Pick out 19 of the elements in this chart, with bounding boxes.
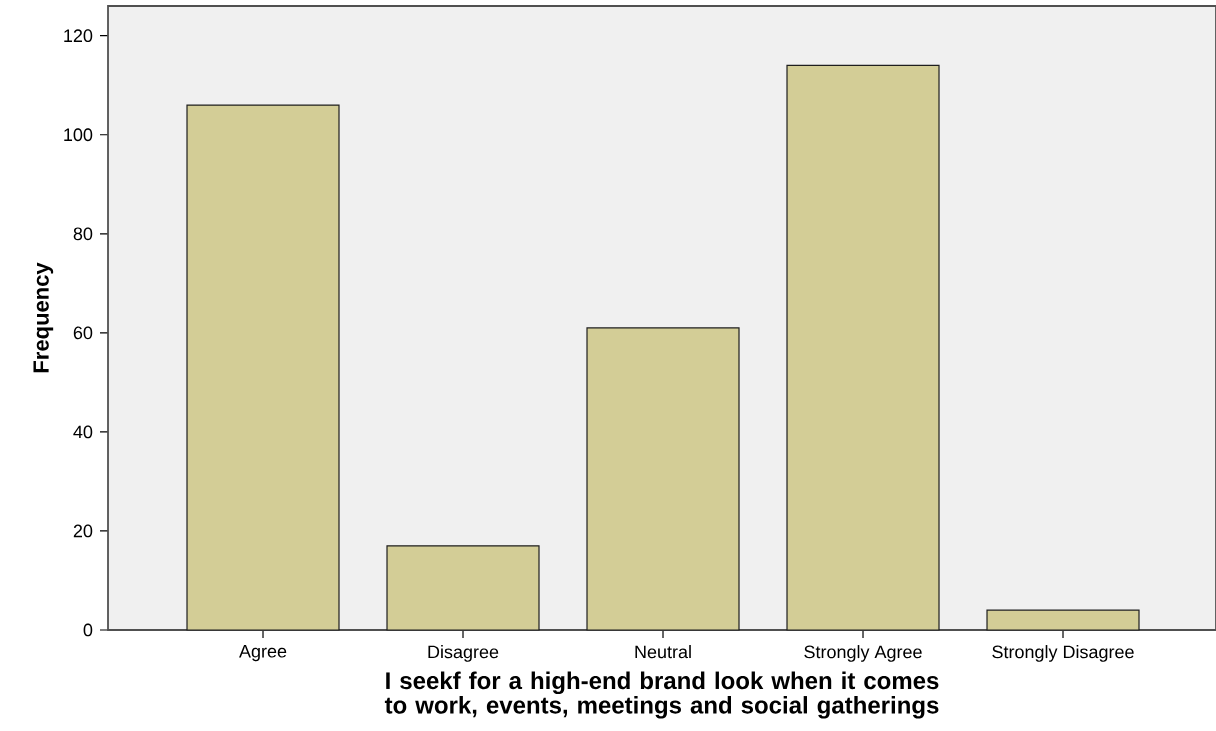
bar: [786, 64, 940, 631]
y-tick-label: 120: [64, 29, 93, 43]
y-tick-label: 20: [73, 524, 93, 538]
y-tick-label: 100: [64, 128, 93, 142]
y-tick-label: 40: [73, 425, 93, 439]
y-tick-label: 0: [83, 623, 93, 637]
y-tick-label: 80: [73, 227, 93, 241]
bar: [586, 327, 740, 631]
x-tick-label: Neutral: [635, 645, 691, 659]
x-tick-label: Strongly Disagree: [992, 645, 1134, 662]
bar: [986, 609, 1140, 631]
x-tick-label: Disagree: [428, 645, 499, 662]
x-tick-label: Strongly Agree: [804, 645, 922, 662]
bar: [386, 545, 540, 631]
y-axis-title: Frequency: [33, 262, 54, 373]
y-tick-label: 60: [73, 326, 93, 340]
bar: [186, 104, 340, 631]
x-axis-title: I seekf for a high-end brand look when it comes to work, events, meetings and social gatherings: [384, 671, 939, 719]
x-tick-label: Agree: [239, 645, 287, 662]
